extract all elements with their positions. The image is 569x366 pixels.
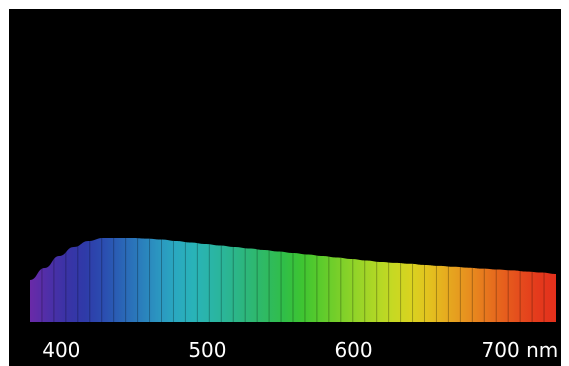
x-tick-label: 600: [334, 338, 372, 362]
spectrum-area-fill: [30, 238, 556, 322]
spectrum-chart: 400 500 600 700 nm: [30, 238, 558, 362]
x-tick-label: 700 nm: [482, 338, 559, 362]
x-tick-label: 400: [42, 338, 80, 362]
chart-frame: 400 500 600 700 nm: [9, 9, 561, 366]
spectrum-area: [30, 238, 556, 322]
spectrum-band-lines: [41, 238, 545, 322]
x-axis-tick-labels: 400 500 600 700 nm: [42, 338, 558, 362]
x-tick-label: 500: [188, 338, 226, 362]
